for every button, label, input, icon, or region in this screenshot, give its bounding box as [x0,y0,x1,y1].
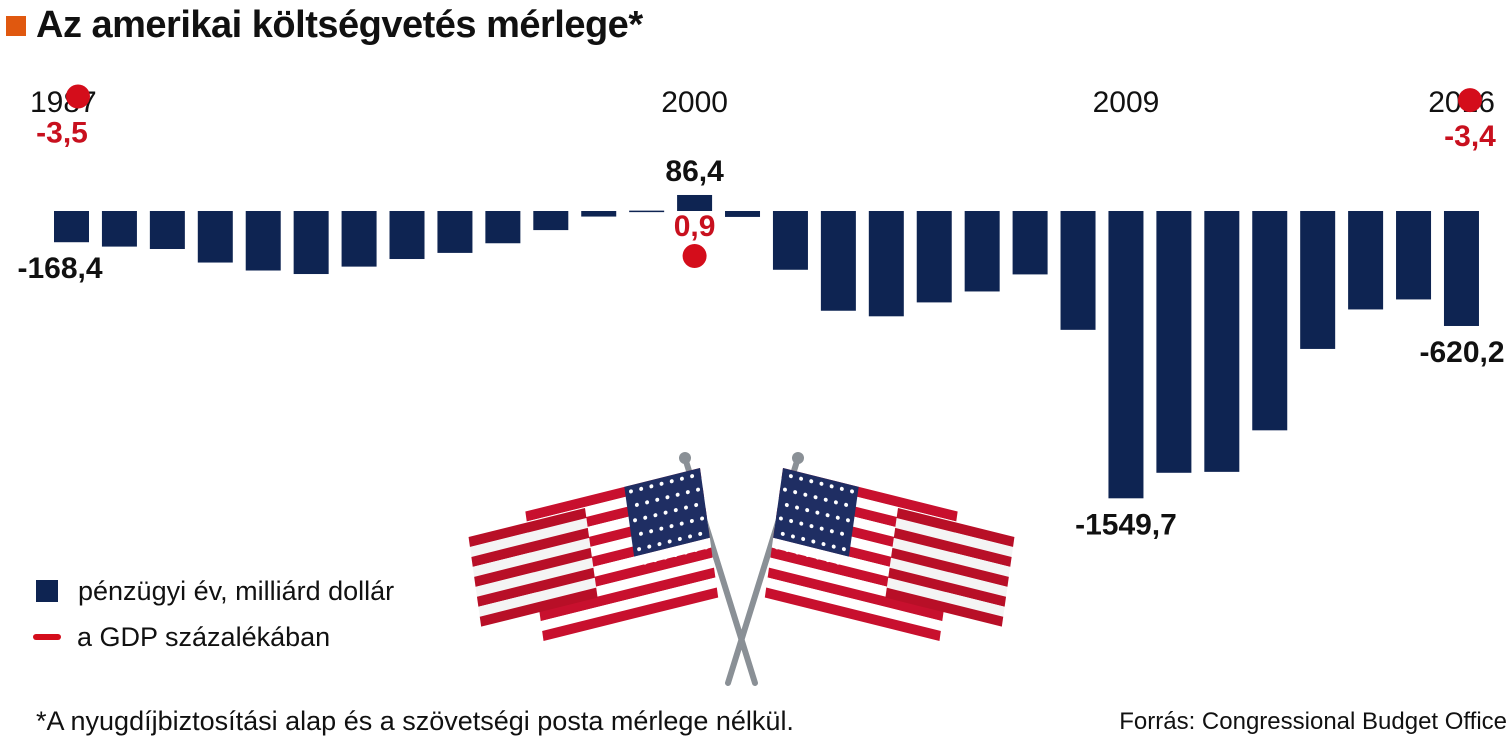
bar-1989 [149,211,185,250]
bar-2007 [1012,211,1048,275]
bar-1998 [581,211,617,217]
source-credit: Forrás: Congressional Budget Office [1119,708,1507,735]
x-tick-2009: 2009 [1093,86,1160,119]
chart-header: Az amerikai költségvetés mérlege* [6,4,643,47]
legend-item-bars: pénzügyi év, milliárd dollár [36,568,394,614]
bar-2001 [725,211,761,217]
us-flag-icon [468,452,758,686]
bar-1999 [629,210,665,213]
footnote: *A nyugdíjbiztosítási alap és a szövetsé… [36,706,794,736]
x-tick-labels: 1987200020092016 [30,86,1495,119]
legend-bar-label: pénzügyi év, milliárd dollár [78,575,395,606]
gdp-label-2000: 0,9 [674,210,716,243]
bar-label-2000: 86,4 [665,155,724,188]
bar-2002 [772,211,808,270]
crossed-us-flags-illustration [468,452,1015,686]
gdp-dot-2016 [1458,88,1482,113]
legend-dot-label: a GDP százalékában [77,621,331,652]
bar-2003 [820,211,856,311]
bar-2008 [1060,211,1096,330]
bar-2016 [1443,211,1479,326]
gdp-dot-2000 [682,244,707,268]
legend-dot-swatch [33,634,61,640]
gdp-label-1987: -3,5 [36,117,88,150]
us-flag-icon [725,452,1015,686]
bar-1991 [245,211,281,271]
bar-1992 [293,211,329,275]
title-marker [6,15,26,36]
legend-item-dots: a GDP százalékában [33,614,394,660]
bar-2013 [1300,211,1336,349]
bar-1987 [54,211,89,243]
bar-2000 [677,194,713,211]
bar-2005 [916,211,952,303]
bar-series [54,194,1479,499]
bar-2014 [1348,211,1384,310]
bar-label-2009: -1549,7 [1075,508,1177,541]
gdp-dot-series: -3,50,9-10,8-3,4 [36,84,1496,268]
legend-bar-swatch [36,580,58,602]
gdp-label-2016: -3,4 [1444,120,1496,153]
bar-1997 [533,211,569,231]
legend: pénzügyi év, milliárd dollár a GDP száza… [33,568,394,660]
bar-1995 [437,211,473,253]
chart-title: Az amerikai költségvetés mérlege* [36,4,643,46]
x-tick-2000: 2000 [661,86,728,119]
bar-2015 [1396,211,1432,300]
bar-1988 [101,211,137,247]
bar-data-labels: -168,4 86,4 -1549,7 -620,2 [17,155,1504,541]
bar-2010 [1156,211,1192,473]
gdp-dot-1987 [66,84,90,109]
bar-2012 [1252,211,1288,431]
bar-1996 [485,211,521,244]
bar-2009 [1108,211,1144,499]
bar-1990 [197,211,233,263]
bar-2011 [1204,211,1240,472]
bar-2006 [964,211,1000,292]
bar-label-2016: -620,2 [1419,336,1504,369]
bar-label-1987: -168,4 [17,252,102,285]
bar-2004 [868,211,904,317]
bar-1994 [389,211,425,260]
bar-1993 [341,211,377,267]
